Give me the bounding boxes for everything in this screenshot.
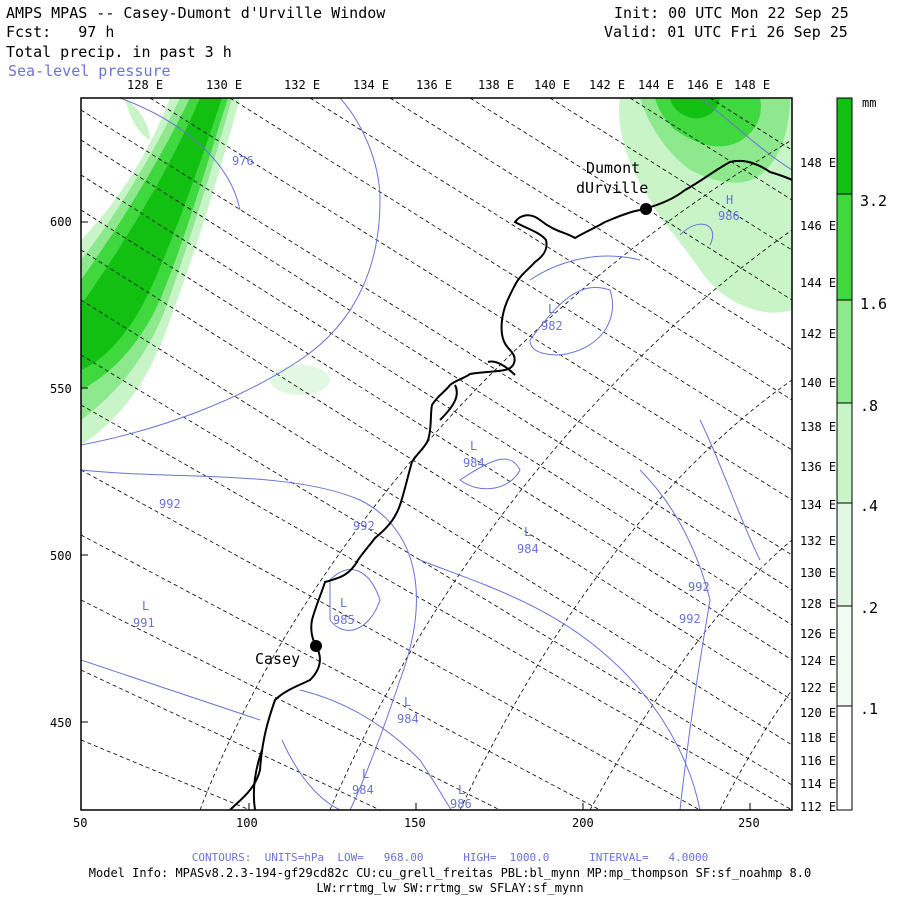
contour-field-name: Sea-level pressure xyxy=(8,62,171,80)
low-symbol: L xyxy=(404,695,411,709)
lon-label: 130 E xyxy=(206,78,242,92)
lon-label: 134 E xyxy=(800,498,836,512)
y-axis-labels: 600 550 500 450 xyxy=(50,215,72,730)
lon-label: 148 E xyxy=(734,78,770,92)
lon-label: 148 E xyxy=(800,156,836,170)
x-tick-label: 100 xyxy=(236,816,258,830)
plot-frame xyxy=(80,97,793,811)
lon-label: 138 E xyxy=(478,78,514,92)
x-tick-label: 250 xyxy=(738,816,760,830)
coastline xyxy=(229,159,792,810)
pressure-label: 992 xyxy=(159,497,181,511)
colorbar-label: .4 xyxy=(860,497,878,515)
valid-time: Valid: 01 UTC Fri 26 Sep 25 xyxy=(604,23,848,41)
pressure-contours xyxy=(81,98,792,810)
colorbar-label: 3.2 xyxy=(860,192,887,210)
lon-label: 120 E xyxy=(800,706,836,720)
dumont-label: Dumont xyxy=(586,159,640,177)
pressure-label: 985 xyxy=(333,613,355,627)
lon-label: 126 E xyxy=(800,627,836,641)
field-name: Total precip. in past 3 h xyxy=(6,43,232,61)
lon-label: 146 E xyxy=(687,78,723,92)
pressure-label: 986 xyxy=(718,209,740,223)
model-info-physics: LW:rrtmg_lw SW:rrtmg_sw SFLAY:sf_mynn xyxy=(316,881,584,895)
lon-label: 144 E xyxy=(800,276,836,290)
pressure-label: 982 xyxy=(541,319,563,333)
pressure-label: 984 xyxy=(517,542,539,556)
pressure-label: 984 xyxy=(397,712,419,726)
lon-label: 140 E xyxy=(534,78,570,92)
init-time: Init: 00 UTC Mon 22 Sep 25 xyxy=(614,4,849,22)
lon-label: 146 E xyxy=(800,219,836,233)
lon-label: 122 E xyxy=(800,681,836,695)
pressure-label: 984 xyxy=(352,783,374,797)
lon-label: 132 E xyxy=(800,534,836,548)
precip-shading xyxy=(81,98,792,445)
y-tick-label: 550 xyxy=(50,382,72,396)
colorbar-label: 1.6 xyxy=(860,295,887,313)
casey-label: Casey xyxy=(255,650,300,668)
lon-label: 130 E xyxy=(800,566,836,580)
axis-ticks xyxy=(80,221,751,810)
low-symbol: L xyxy=(524,525,531,539)
low-symbol: L xyxy=(548,302,555,316)
pressure-label: 986 xyxy=(450,797,472,811)
x-axis-labels: 50 100 150 200 250 xyxy=(73,816,760,830)
pressure-label: 992 xyxy=(353,519,375,533)
colorbar-unit: mm xyxy=(862,96,876,110)
y-tick-label: 500 xyxy=(50,549,72,563)
colorbar-label: .1 xyxy=(860,700,878,718)
colorbar-labels: mm 3.2 1.6 .8 .4 .2 .1 xyxy=(860,96,887,718)
lon-label: 132 E xyxy=(284,78,320,92)
low-symbol: L xyxy=(362,767,369,781)
casey-station-marker xyxy=(310,640,322,652)
map-title: AMPS MPAS -- Casey-Dumont d'Urville Wind… xyxy=(6,4,386,22)
lon-label: 118 E xyxy=(800,731,836,745)
lon-label: 140 E xyxy=(800,376,836,390)
pressure-label: 991 xyxy=(133,616,155,630)
lon-label: 128 E xyxy=(800,597,836,611)
lon-label: 136 E xyxy=(416,78,452,92)
pressure-labels: 976 L 982 L 984 L 984 L 985 L 984 L 984 … xyxy=(133,154,740,811)
right-lon-labels: 148 E 146 E 144 E 142 E 140 E 138 E 136 … xyxy=(800,156,836,814)
dumont-label: dUrville xyxy=(576,179,648,197)
pressure-label: 992 xyxy=(688,580,710,594)
forecast-hour: Fcst: 97 h xyxy=(6,23,115,41)
pressure-label: 976 xyxy=(232,154,254,168)
x-tick-label: 150 xyxy=(404,816,426,830)
y-tick-label: 600 xyxy=(50,215,72,229)
lon-label: 116 E xyxy=(800,754,836,768)
dumont-station-marker xyxy=(640,203,652,215)
x-tick-label: 200 xyxy=(572,816,594,830)
precip-colorbar xyxy=(836,97,853,811)
low-symbol: L xyxy=(458,783,465,797)
low-symbol: L xyxy=(142,599,149,613)
top-lon-labels: 128 E 130 E 132 E 134 E 136 E 138 E 140 … xyxy=(127,78,770,92)
high-symbol: H xyxy=(726,193,733,207)
lon-label: 138 E xyxy=(800,420,836,434)
colorbar-label: .8 xyxy=(860,397,878,415)
lon-label: 134 E xyxy=(353,78,389,92)
x-tick-label: 50 xyxy=(73,816,87,830)
lon-label: 114 E xyxy=(800,777,836,791)
lon-label: 128 E xyxy=(127,78,163,92)
lon-label: 112 E xyxy=(800,800,836,814)
model-info: Model Info: MPASv8.2.3-194-gf29cd82c CU:… xyxy=(88,866,812,880)
lon-label: 144 E xyxy=(638,78,674,92)
pressure-label: 992 xyxy=(679,612,701,626)
lon-label: 142 E xyxy=(800,327,836,341)
contour-info: CONTOURS: UNITS=hPa LOW= 968.00 HIGH= 10… xyxy=(191,851,709,864)
lon-label: 142 E xyxy=(589,78,625,92)
lon-label: 124 E xyxy=(800,654,836,668)
low-symbol: L xyxy=(470,439,477,453)
pressure-label: 984 xyxy=(463,456,485,470)
colorbar-label: .2 xyxy=(860,599,878,617)
low-symbol: L xyxy=(340,596,347,610)
lon-label: 136 E xyxy=(800,460,836,474)
lat-lon-grid xyxy=(81,98,792,810)
station-labels: Dumont dUrville Casey xyxy=(255,159,648,668)
y-tick-label: 450 xyxy=(50,716,72,730)
